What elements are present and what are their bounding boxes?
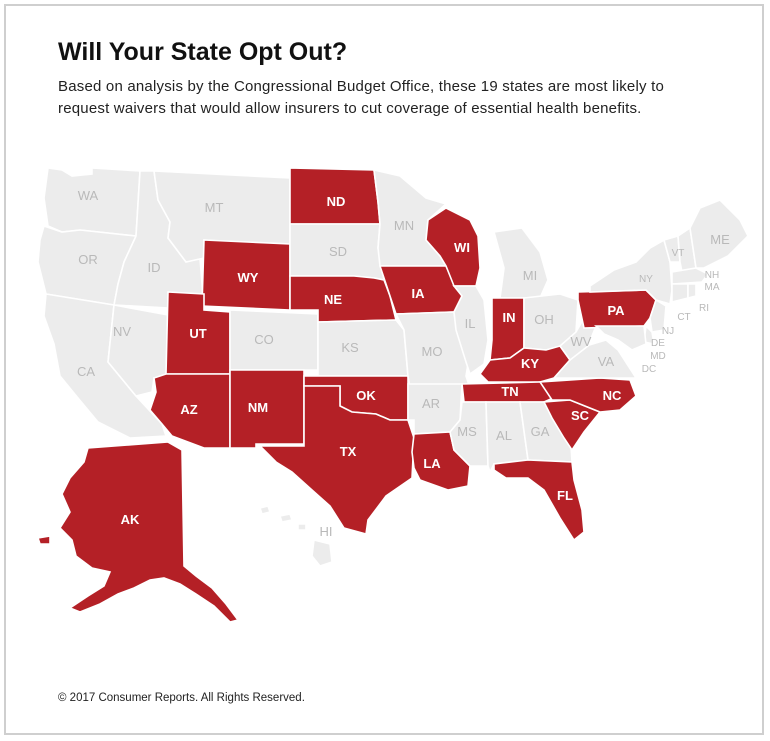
label-RI: RI [699,303,709,314]
label-VT: VT [672,248,685,259]
state-MA [671,267,710,285]
copyright-footer: © 2017 Consumer Reports. All Rights Rese… [58,692,305,704]
label-CT: CT [677,312,690,323]
label-DE: DE [651,338,665,349]
label-VA: VA [598,354,615,369]
state-MI [492,227,549,299]
label-MO: MO [422,344,443,359]
label-MS: MS [457,424,477,439]
label-AK: AK [121,512,140,527]
label-MI: MI [523,268,537,283]
label-ME: ME [710,232,730,247]
label-NY: NY [639,274,653,285]
label-LA: LA [423,456,441,471]
label-TX: TX [340,444,357,459]
label-MN: MN [394,218,414,233]
state-HI [258,505,333,567]
state-NJ [649,298,667,333]
page-subtitle: Based on analysis by the Congressional B… [58,78,664,117]
label-IA: IA [412,286,426,301]
label-WV: WV [571,334,592,349]
label-CO: CO [254,332,274,347]
label-AR: AR [422,396,440,411]
state-AK [58,441,240,623]
label-IL: IL [465,316,476,331]
state-FL [493,459,585,542]
label-OK: OK [356,388,376,403]
state-CT [671,283,689,304]
label-OH: OH [534,312,554,327]
label-WY: WY [238,270,259,285]
state-NE [289,275,398,323]
state-KS [317,319,409,377]
label-NC: NC [603,388,622,403]
label-SD: SD [329,244,347,259]
state-NY [589,238,673,306]
label-UT: UT [189,326,206,341]
state-AK-island [36,535,51,545]
label-NE: NE [324,292,342,307]
label-HI: HI [320,524,333,539]
label-ID: ID [148,260,161,275]
label-DC: DC [642,364,656,375]
label-MA: MA [705,282,720,293]
label-AL: AL [496,428,512,443]
state-MD [594,325,647,351]
state-IL [452,285,489,376]
label-WI: WI [454,240,470,255]
label-KY: KY [521,356,539,371]
label-SC: SC [571,408,590,423]
label-TN: TN [501,384,518,399]
label-KS: KS [341,340,359,355]
state-NM [229,369,305,449]
label-WA: WA [78,188,99,203]
state-TX [258,385,415,536]
label-ND: ND [327,194,346,209]
state-CO [229,309,319,371]
page-title: Will Your State Opt Out? [58,38,348,66]
label-PA: PA [607,303,625,318]
label-NV: NV [113,324,131,339]
label-CA: CA [77,364,95,379]
label-MT: MT [205,200,224,215]
label-AZ: AZ [180,402,197,417]
state-RI [687,283,697,300]
label-NM: NM [248,400,268,415]
label-FL: FL [557,488,573,503]
state-ME [689,199,749,269]
label-OR: OR [78,252,98,267]
label-MD: MD [650,351,666,362]
label-IN: IN [503,310,516,325]
label-NJ: NJ [662,326,674,337]
label-GA: GA [531,424,550,439]
label-NH: NH [705,270,719,281]
